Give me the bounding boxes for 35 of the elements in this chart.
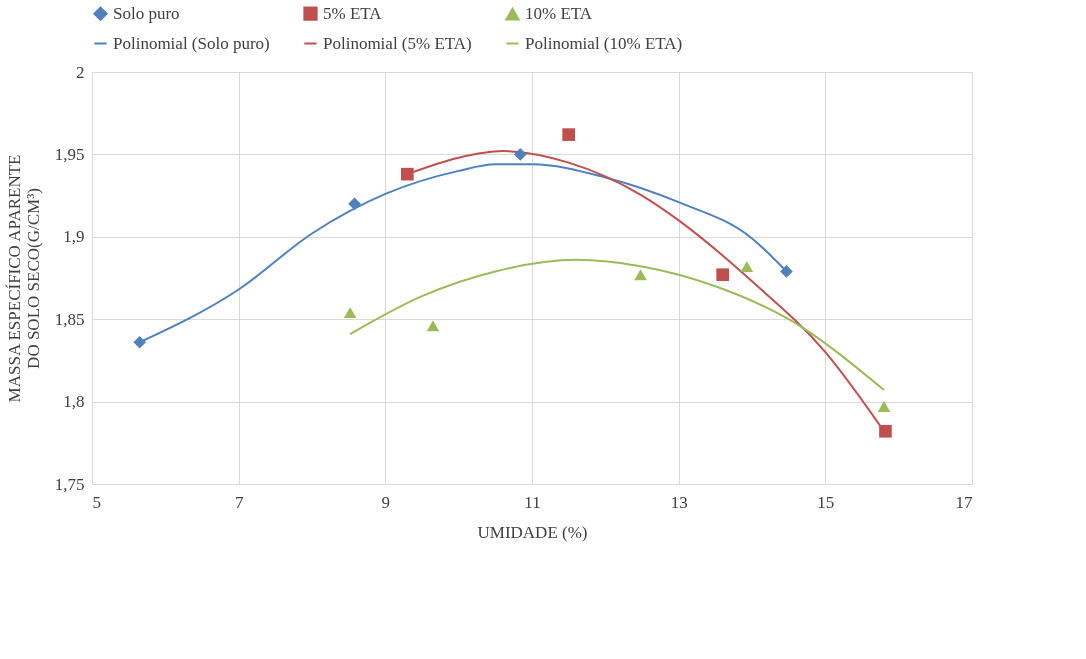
point [513,148,527,161]
point [401,167,414,181]
point [879,424,892,438]
y-tick-label: 1,9 [63,227,85,247]
point [426,320,440,332]
x-tick-label: 9 [381,492,391,512]
legend-label: Polinomial (5% ETA) [323,33,472,53]
x-tick-label: 7 [234,492,244,512]
point [562,128,575,141]
line-series [349,258,885,392]
x-tick-label: 13 [670,492,688,512]
x-axis-title: UMIDADE (%) [477,522,588,542]
y-tick-label: 1,8 [63,392,85,412]
legend-label: 10% ETA [525,4,593,24]
point [780,265,793,278]
legend-label: Polinomial (Solo puro) [113,33,270,53]
y-tick-label: 1,95 [54,144,85,164]
legend-label: Polinomial (10% ETA) [525,33,683,53]
point [133,335,146,349]
point [877,401,891,413]
legend-label: 5% ETA [323,3,383,23]
y-tick-label: 1,75 [54,474,85,494]
point [740,260,754,272]
y-tick-label: 1,85 [54,309,85,329]
y-axis-title: MASSA ESPECÍFICO APARENTE DO SOLO SECO(G/CM³) [4,154,43,403]
point [716,268,729,282]
y-tick-label: 2 [76,62,85,82]
x-tick-label: 17 [955,492,973,512]
x-tick-label: 11 [524,492,541,512]
x-tick-label: 15 [817,492,835,512]
legend-label: Solo puro [113,3,180,23]
point [343,307,357,319]
point [348,197,361,211]
x-tick-label: 5 [92,492,101,512]
point [634,269,647,281]
